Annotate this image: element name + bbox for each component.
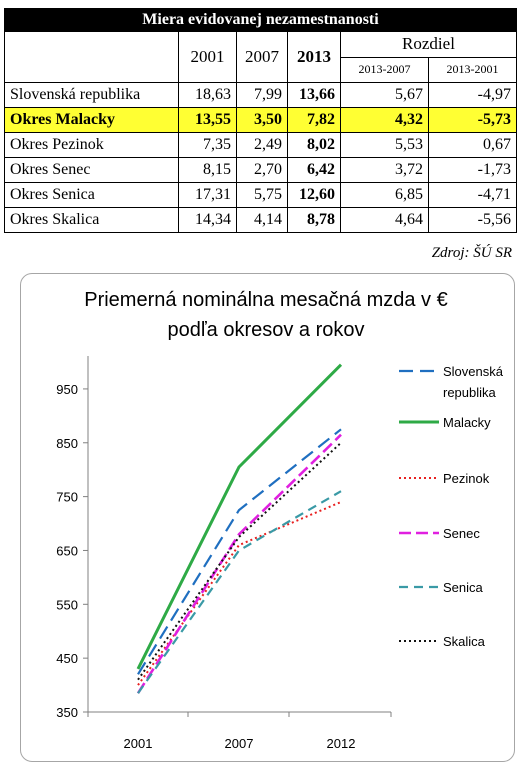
- cell-diff-2013-2001: -5,56: [428, 207, 517, 233]
- row-name: Slovenská republika: [4, 82, 179, 108]
- cell-2007: 4,14: [236, 207, 288, 233]
- header-2001: 2001: [178, 31, 237, 83]
- cell-2013: 12,60: [287, 182, 341, 208]
- cell-2013: 13,66: [287, 82, 341, 108]
- cell-2001: 7,35: [178, 132, 237, 158]
- header-rozdiel: Rozdiel: [340, 31, 517, 58]
- cell-2001: 18,63: [178, 82, 237, 108]
- legend-label: Skalica: [443, 634, 486, 649]
- wage-chart: Priemerná nominálna mesačná mzda v € podľ…: [20, 273, 515, 762]
- row-name: Okres Senica: [4, 182, 179, 208]
- cell-2013: 6,42: [287, 157, 341, 183]
- cell-2013: 8,02: [287, 132, 341, 158]
- header-2013: 2013: [287, 31, 341, 83]
- x-tick-label: 2001: [124, 736, 153, 751]
- series-line-slovenská-republika: [137, 428, 342, 675]
- row-name: Okres Skalica: [4, 207, 179, 233]
- y-tick-label: 750: [56, 490, 78, 505]
- series-line-malacky: [136, 363, 343, 670]
- cell-2001: 8,15: [178, 157, 237, 183]
- legend-label: Pezinok: [443, 471, 490, 486]
- header-empty-cell: [4, 31, 179, 83]
- row-name: Okres Senec: [4, 157, 179, 183]
- y-tick-label: 650: [56, 543, 78, 558]
- series-line-pezinok: [137, 501, 342, 686]
- series-line-senec: [136, 433, 342, 694]
- cell-diff-2013-2001: 0,67: [428, 132, 517, 158]
- source-note: Zdroj: ŠÚ SR: [431, 245, 512, 261]
- header-2013-2007: 2013-2007: [340, 56, 429, 83]
- legend-label: Senec: [443, 526, 480, 541]
- cell-2013: 7,82: [287, 107, 341, 133]
- cell-2013: 8,78: [287, 207, 341, 233]
- wage-chart-svg: Priemerná nominálna mesačná mzda v € podľ…: [56, 289, 504, 751]
- cell-diff-2013-2001: -5,73: [428, 107, 517, 133]
- y-tick-label: 350: [56, 705, 78, 720]
- table-title: Miera evidovanej nezamestnanosti: [4, 8, 517, 32]
- cell-2007: 2,49: [236, 132, 288, 158]
- header-2007: 2007: [236, 31, 288, 83]
- legend-label: republika: [443, 385, 497, 400]
- legend-label: Malacky: [443, 415, 491, 430]
- chart-title-line: Priemerná nominálna mesačná mzda v €: [84, 289, 448, 311]
- cell-2001: 14,34: [178, 207, 237, 233]
- legend-label: Senica: [443, 580, 484, 595]
- table-row: Okres Senec 8,15 2,70 6,42 3,72 -1,73: [4, 157, 517, 183]
- cell-2007: 2,70: [236, 157, 288, 183]
- cell-diff-2013-2007: 3,72: [340, 157, 429, 183]
- table-row: Okres Skalica 14,34 4,14 8,78 4,64 -5,56: [4, 207, 517, 233]
- y-tick-label: 550: [56, 597, 78, 612]
- cell-diff-2013-2007: 5,53: [340, 132, 429, 158]
- chart-title-line: podľa okresov a rokov: [167, 319, 364, 341]
- header-2013-2001: 2013-2001: [428, 56, 517, 83]
- cell-diff-2013-2007: 4,64: [340, 207, 429, 233]
- y-tick-label: 850: [56, 436, 78, 451]
- cell-2007: 7,99: [236, 82, 288, 108]
- cell-diff-2013-2007: 6,85: [340, 182, 429, 208]
- cell-2007: 5,75: [236, 182, 288, 208]
- x-tick-label: 2012: [327, 736, 356, 751]
- cell-2007: 3,50: [236, 107, 288, 133]
- table-row: Okres Pezinok 7,35 2,49 8,02 5,53 0,67: [4, 132, 517, 158]
- unemployment-table: Miera evidovanej nezamestnanosti 2001 20…: [4, 8, 517, 233]
- cell-diff-2013-2001: -4,97: [428, 82, 517, 108]
- legend-label: Slovenská: [443, 364, 504, 379]
- y-tick-label: 450: [56, 651, 78, 666]
- series-line-senica: [137, 490, 342, 694]
- cell-diff-2013-2007: 5,67: [340, 82, 429, 108]
- table-row: Okres Senica 17,31 5,75 12,60 6,85 -4,71: [4, 182, 517, 208]
- row-name: Okres Malacky: [4, 107, 179, 133]
- table-row-highlighted: Okres Malacky 13,55 3,50 7,82 4,32 -5,73: [4, 107, 517, 133]
- cell-diff-2013-2007: 4,32: [340, 107, 429, 133]
- cell-diff-2013-2001: -1,73: [428, 157, 517, 183]
- row-name: Okres Pezinok: [4, 132, 179, 158]
- cell-diff-2013-2001: -4,71: [428, 182, 517, 208]
- x-tick-label: 2007: [225, 736, 254, 751]
- cell-2001: 13,55: [178, 107, 237, 133]
- cell-2001: 17,31: [178, 182, 237, 208]
- y-tick-label: 950: [56, 382, 78, 397]
- table-row: Slovenská republika 18,63 7,99 13,66 5,6…: [4, 82, 517, 108]
